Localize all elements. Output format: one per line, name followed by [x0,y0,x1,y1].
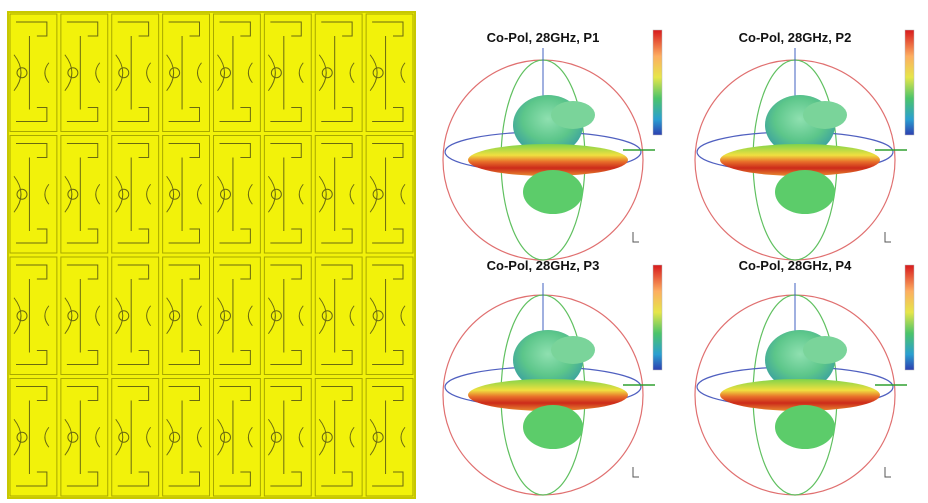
panel-title: Co-Pol, 28GHz, P3 [487,258,600,273]
side-lobe [803,336,847,364]
lower-lobe [775,170,835,214]
side-lobe [551,336,595,364]
panel-title: Co-Pol, 28GHz, P4 [739,258,852,273]
colorbar [653,265,662,370]
colorbar [653,30,662,135]
figure: Co-Pol, 28GHz, P1 Co-Pol, 28GHz, P2 Co-Pol… [0,0,928,503]
lower-lobe [775,405,835,449]
side-lobe [551,101,595,129]
side-lobe [803,101,847,129]
colorbar [905,265,914,370]
panel-title: Co-Pol, 28GHz, P1 [487,30,600,45]
panel-title: Co-Pol, 28GHz, P2 [739,30,852,45]
lower-lobe [523,405,583,449]
colorbar [905,30,914,135]
lower-lobe [523,170,583,214]
